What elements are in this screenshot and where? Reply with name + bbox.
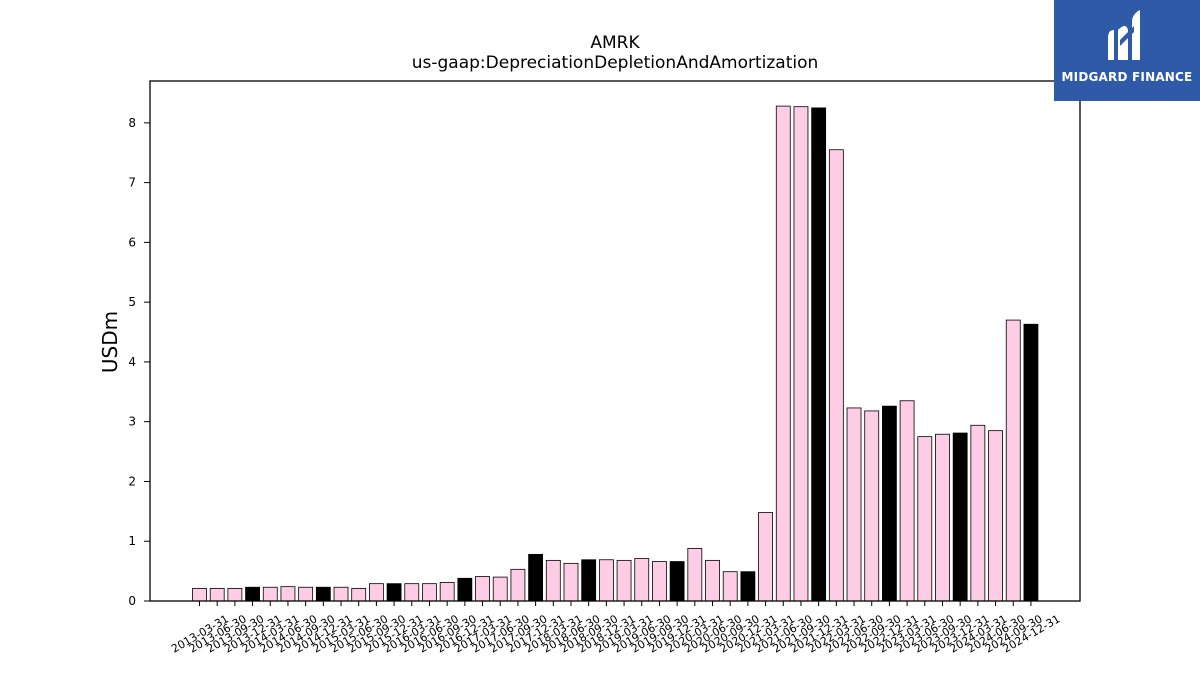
plot-frame	[149, 80, 1081, 602]
bar-2018-09-30	[581, 559, 597, 602]
bar-2024-06-30	[988, 430, 1003, 602]
bar-2022-09-30	[864, 410, 880, 602]
bar-2019-06-30	[634, 558, 650, 602]
bar-2015-06-30	[351, 588, 367, 602]
bar-2014-12-31	[315, 586, 331, 602]
bar-2013-03-31	[192, 588, 207, 602]
bar-2021-03-31	[758, 512, 773, 602]
bar-2024-09-30	[1005, 319, 1021, 602]
y-tick-label: 7	[128, 176, 136, 190]
bar-2014-09-30	[298, 586, 314, 602]
y-tick-label: 1	[128, 534, 136, 548]
bar-2021-06-30	[775, 105, 791, 602]
bar-2022-06-30	[846, 407, 862, 602]
bar-2020-03-31	[687, 548, 703, 602]
bar-2013-09-30	[227, 588, 243, 602]
bar-2019-09-30	[652, 561, 667, 602]
chart-subtitle: us-gaap:DepreciationDepletionAndAmortiza…	[412, 53, 819, 73]
bar-2015-03-31	[333, 586, 349, 602]
bar-2016-12-31	[457, 577, 473, 602]
bar-2018-12-31	[598, 559, 614, 602]
chart-title: AMRK	[590, 33, 640, 53]
bar-2015-12-31	[386, 583, 402, 602]
bar-2013-06-30	[209, 588, 225, 602]
x-axis-ticks: 2013-03-312013-06-302013-09-302013-12-31…	[169, 601, 1062, 656]
bar-2016-03-31	[404, 583, 420, 602]
bar-2018-06-30	[563, 562, 579, 602]
bar-2023-09-30	[935, 433, 950, 602]
bars-group	[192, 105, 1039, 602]
bar-2015-09-30	[368, 583, 384, 602]
bar-2023-12-31	[952, 432, 968, 602]
bar-2021-12-31	[811, 107, 827, 602]
bar-2020-06-30	[705, 559, 720, 602]
bar-2019-12-31	[669, 561, 685, 602]
bar-2020-09-30	[722, 571, 738, 602]
bar-2019-03-31	[616, 559, 632, 602]
bar-2021-09-30	[793, 106, 809, 602]
bar-2016-09-30	[439, 582, 455, 602]
y-tick-label: 0	[128, 594, 136, 608]
y-tick-label: 3	[128, 415, 136, 429]
bar-2020-12-31	[740, 571, 756, 602]
bar-2016-06-30	[422, 583, 437, 602]
midgard-logo-icon	[1108, 10, 1140, 60]
logo-brand-name: MIDGARD FINANCE	[1061, 70, 1193, 84]
y-tick-label: 5	[128, 295, 136, 309]
bar-2024-12-31	[1023, 323, 1039, 602]
midgard-finance-logo: MIDGARD FINANCE	[1054, 0, 1200, 101]
y-tick-label: 6	[128, 235, 136, 249]
bar-2024-03-31	[970, 424, 986, 602]
y-tick-label: 4	[128, 355, 136, 369]
bar-2017-06-30	[492, 576, 508, 602]
bar-2014-06-30	[280, 586, 296, 602]
bar-2017-03-31	[475, 576, 490, 602]
bar-2022-12-31	[882, 405, 897, 602]
bar-2017-12-31	[528, 553, 544, 602]
y-axis-ticks: 0 1 2 3 4 5 6 7 8	[128, 116, 150, 608]
bar-2017-09-30	[510, 568, 526, 602]
bar-2013-12-31	[245, 586, 260, 602]
bar-2014-03-31	[262, 586, 278, 602]
bar-2022-03-31	[828, 149, 844, 602]
y-tick-label: 8	[128, 116, 136, 130]
bar-2018-03-31	[545, 559, 561, 602]
y-tick-label: 2	[128, 474, 136, 488]
bar-2023-03-31	[899, 400, 915, 602]
bar-2023-06-30	[917, 436, 933, 602]
y-axis-label: USDm	[98, 311, 122, 373]
